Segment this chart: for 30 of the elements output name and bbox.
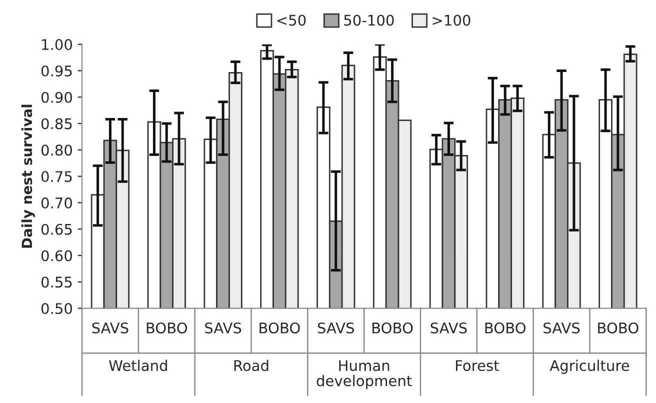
- text: Wetland: [109, 360, 167, 372]
- x-tick-label: BOBO: [598, 322, 638, 334]
- y-tick-label: 0.80: [41, 144, 72, 156]
- y-tick-label: 0.90: [41, 92, 72, 103]
- legend-label: <50: [277, 14, 306, 26]
- x-tick-label: SAVS: [205, 322, 242, 334]
- y-tick-label: 0.55: [41, 276, 72, 288]
- x-tick-label: SAVS: [92, 322, 128, 334]
- text: Road: [234, 360, 268, 372]
- x-tick-label: BOBO: [485, 322, 526, 334]
- y-tick-label: 0.85: [41, 118, 72, 130]
- text: Agriculture: [550, 360, 630, 374]
- x-tick-label: SAVS: [430, 322, 467, 334]
- y-tick-label: 0.60: [41, 250, 72, 262]
- y-tick-label: 1.00: [42, 39, 72, 50]
- y-tick-label: 0.70: [41, 197, 72, 208]
- y-axis-title: Daily nest survival: [21, 104, 35, 248]
- x-tick-label: SAVS: [318, 322, 354, 334]
- y-tick-label: 0.65: [41, 224, 72, 235]
- x-tick-label: SAVS: [544, 322, 580, 334]
- x-tick-label: BOBO: [260, 322, 300, 334]
- x-tick-label: BOBO: [372, 322, 413, 334]
- y-tick-label: 0.50: [41, 303, 72, 314]
- x-tick-label: BOBO: [146, 322, 188, 334]
- y-tick-label: 0.95: [41, 65, 72, 76]
- legend-label: >100: [432, 14, 470, 26]
- text: Forest: [456, 360, 499, 372]
- y-tick-label: 0.75: [41, 171, 72, 182]
- legend-label: 50-100: [344, 14, 394, 26]
- text: Human development: [316, 360, 412, 390]
